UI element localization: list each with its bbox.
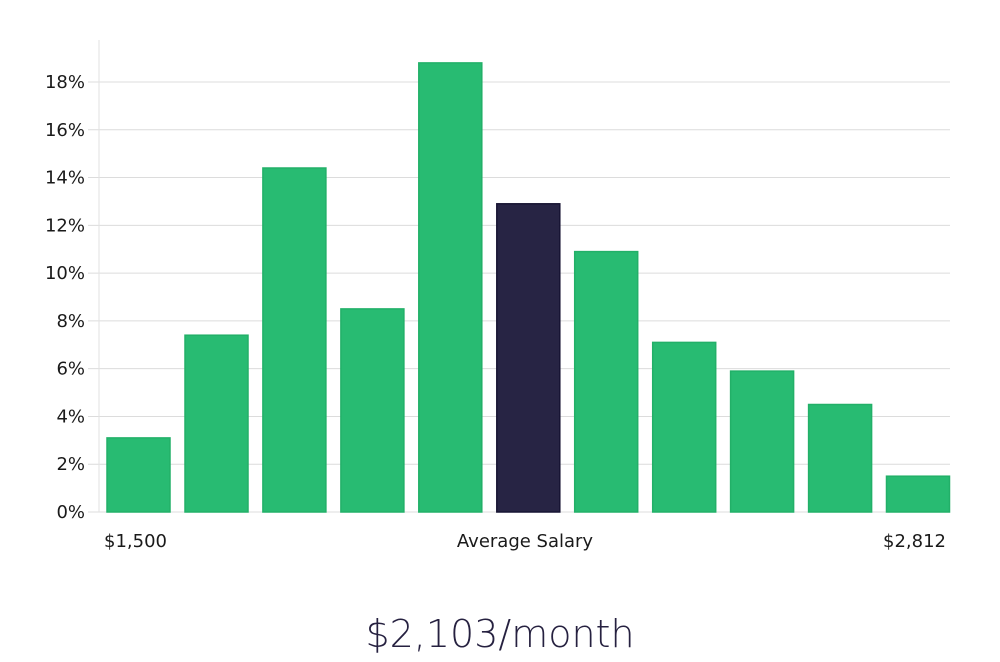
y-tick-label: 14% <box>45 168 85 189</box>
y-tick-label: 18% <box>45 72 85 93</box>
bars <box>106 62 951 513</box>
x-label-min: $1,500 <box>104 531 167 552</box>
y-tick-label: 10% <box>45 263 85 284</box>
x-label-center: Average Salary <box>457 531 594 552</box>
bar <box>418 62 483 513</box>
bar <box>807 403 873 513</box>
bar <box>729 370 795 513</box>
y-tick-labels: 0% 2% 4% 6% 8% 10% 12% 14% 16% 18% <box>45 72 85 523</box>
bar <box>184 334 249 513</box>
y-tick-label: 0% <box>56 502 85 523</box>
y-tick-label: 8% <box>56 311 85 332</box>
average-salary-value: $2,103/month <box>365 612 635 656</box>
y-tick-label: 2% <box>56 454 85 475</box>
bar-highlight-average <box>496 203 561 513</box>
y-tick-label: 12% <box>45 215 85 236</box>
bar <box>651 341 717 513</box>
y-tick-label: 4% <box>56 406 85 427</box>
bar <box>262 167 327 513</box>
x-label-max: $2,812 <box>883 531 946 552</box>
salary-distribution-chart: 0% 2% 4% 6% 8% 10% 12% 14% 16% 18% $1,500 Average… <box>45 40 951 552</box>
bar <box>106 437 171 513</box>
y-tick-label: 6% <box>56 359 85 380</box>
bar <box>340 308 405 513</box>
bar <box>885 475 951 513</box>
bar <box>573 250 639 513</box>
y-tick-label: 16% <box>45 120 85 141</box>
